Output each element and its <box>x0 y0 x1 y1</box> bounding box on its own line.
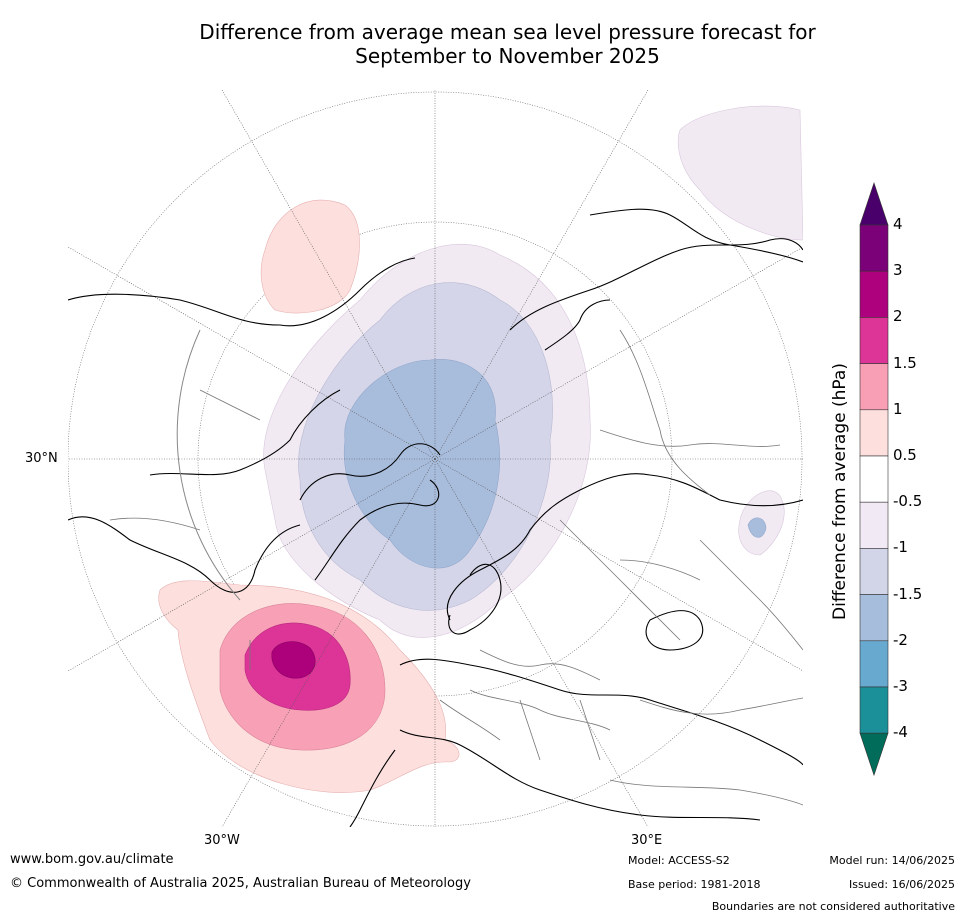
model-run-text: Model run: 14/06/2025 <box>829 854 955 867</box>
colorbar-tick-label: 4 <box>893 215 903 233</box>
latitude-circle-30 <box>68 91 803 827</box>
colorbar-segment <box>859 224 889 272</box>
positive-anomaly-atlantic <box>158 580 460 793</box>
colorbar-title: Difference from average (hPa) <box>830 363 850 620</box>
colorbar-segment <box>859 548 889 595</box>
issued-text: Issued: 16/06/2025 <box>848 878 955 891</box>
positive-anomaly-north <box>260 199 360 314</box>
colorbar-tick-label: 2 <box>893 307 903 326</box>
colorbar-tick-label: -2 <box>893 630 908 649</box>
colorbar-segment <box>859 317 889 364</box>
website-link[interactable]: www.bom.gov.au/climate <box>10 852 174 867</box>
colorbar-segment <box>859 640 889 688</box>
colorbar-tick-label: -4 <box>893 723 908 742</box>
colorbar-extend-low <box>859 732 889 777</box>
disclaimer-text: Boundaries are not considered authoritat… <box>711 900 955 913</box>
copyright-text: © Commonwealth of Australia 2025, Austra… <box>10 876 471 891</box>
negative-anomaly-region <box>263 105 803 638</box>
colorbar-segment <box>859 501 889 549</box>
title-line-2: September to November 2025 <box>355 44 660 68</box>
colorbar-segment <box>859 594 889 642</box>
lon-label-30e: 30°E <box>631 833 663 848</box>
coastlines <box>68 208 803 827</box>
colorbar-tick-label: -3 <box>893 677 908 695</box>
chart-title: Difference from average mean sea level p… <box>0 20 965 68</box>
colorbar-tick-label: -1 <box>893 538 908 557</box>
colorbar-segment <box>859 686 889 734</box>
colorbar-tick-label: -1.5 <box>893 584 923 603</box>
colorbar-segment <box>859 363 889 411</box>
colorbar-segment <box>859 455 889 503</box>
lat-label-30n: 30°N <box>25 451 58 466</box>
colorbar-tick-label: 3 <box>893 261 903 280</box>
colorbar-tick-label: 1.5 <box>893 353 917 372</box>
model-text: Model: ACCESS-S2 <box>628 854 730 867</box>
colorbar-segment <box>859 409 889 457</box>
colorbar-tick-label: -0.5 <box>893 492 923 511</box>
colorbar-tick-label: 1 <box>893 399 903 418</box>
colorbar-segment <box>859 270 889 318</box>
base-period-text: Base period: 1981-2018 <box>628 878 761 891</box>
borders <box>109 329 803 806</box>
colorbar-tick-label: 0.5 <box>893 446 917 464</box>
title-line-1: Difference from average mean sea level p… <box>199 20 816 44</box>
lon-label-30w: 30°W <box>204 833 240 848</box>
colorbar-extend-high <box>859 182 889 226</box>
meridians <box>68 90 803 827</box>
